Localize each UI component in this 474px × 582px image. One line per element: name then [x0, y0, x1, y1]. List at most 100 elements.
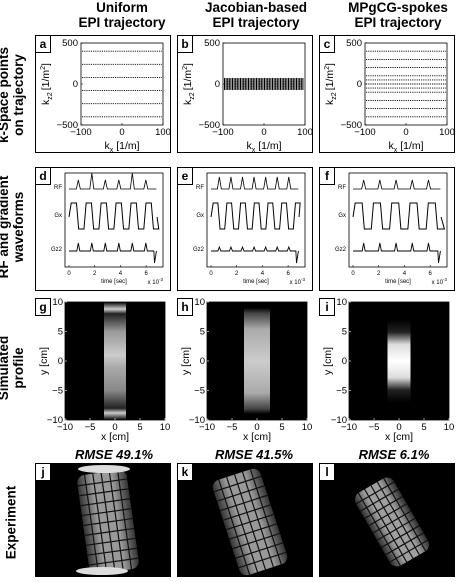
panel-letter: i	[319, 298, 335, 316]
row-label-kspace: k-Space points on trajectory	[0, 40, 26, 150]
row-label-simulated: Simulated profile	[0, 313, 26, 423]
x-axis-exponent: x 10-3	[432, 277, 448, 286]
experiment-panel-j: j	[35, 463, 171, 577]
column-title-jacobian: Jacobian-based EPI trajectory	[182, 0, 330, 30]
tick-label: 5	[279, 422, 284, 433]
grid-line	[219, 494, 268, 512]
y-axis-label: kz2[1/m2]	[324, 63, 338, 105]
x-axis-label: time [sec]	[101, 279, 127, 285]
panel-plot: RF Gx Gz2 0 2 4 6 time [sec] x 10-3	[319, 167, 455, 291]
panel-plot: RF Gx Gz2 0 2 4 6 time [sec] x 10-3	[177, 167, 313, 291]
grid-line	[372, 510, 412, 534]
tick-label: 0	[200, 356, 205, 367]
tick-label: 5	[58, 327, 63, 338]
x-axis-label: x [cm]	[385, 431, 413, 443]
tick-label: −5	[52, 386, 63, 397]
gz2-waveform	[211, 245, 299, 264]
y-axis-label-part: ]	[182, 63, 194, 66]
exponent-base: x 10	[432, 280, 444, 286]
tick-label: 0	[119, 127, 124, 138]
panel-plot	[319, 463, 455, 577]
waveform-panel-f: f RF Gx Gz2 0 2 4 6 time [sec] x 10-3	[319, 167, 455, 291]
gx-waveform	[68, 202, 160, 230]
x-axis-label: kx [1/m]	[388, 140, 423, 154]
tick-label: −5	[85, 422, 96, 433]
tick-label: 500	[204, 38, 220, 49]
kspace-panel-c: c 500 0 −500 −100 0 100 kz2[1/m2] kx [1/m]	[319, 35, 455, 154]
rf-waveform	[353, 179, 441, 190]
panel-letter: d	[35, 167, 51, 185]
y-axis-label: kz2[1/m2]	[182, 63, 196, 105]
y-axis-label-part: k	[40, 99, 52, 105]
tick-label: 4	[119, 271, 123, 277]
simulated-profile	[104, 302, 126, 420]
alias-artifact	[78, 465, 130, 473]
tick-label: 100	[155, 127, 171, 138]
channel-label: Gx	[338, 213, 346, 219]
panel-letter: j	[35, 463, 51, 481]
rmse-uniform: RMSE 49.1%	[74, 447, 154, 462]
y-axis-label-part: k	[182, 99, 194, 105]
x-axis-label-part: k	[246, 140, 252, 152]
x-axis-label: time [sec]	[385, 279, 411, 285]
grid-line	[213, 475, 262, 493]
column-title-line1: Uniform	[96, 0, 148, 15]
panel-plot	[177, 463, 313, 577]
gz2-waveform	[69, 242, 157, 264]
panel-letter: h	[177, 298, 193, 316]
x-axis-label: kx [1/m]	[246, 140, 281, 154]
tick-label: 0	[357, 79, 362, 90]
y-axis-label-part: [1/m	[40, 70, 52, 91]
grid-line	[216, 485, 265, 502]
row-label-line2: on trajectory	[11, 54, 26, 136]
tick-label: 0	[403, 127, 408, 138]
row-label-waveforms: RF and gradient waveforms	[0, 172, 26, 282]
tick-label: 4	[261, 271, 265, 277]
gx-waveform	[352, 202, 446, 230]
grid-line	[222, 504, 271, 521]
kspace-panel-b: b 500 0 −500 −100 0 100 kz2[1/m2] kx [1/m]	[177, 35, 313, 154]
tick-label: 0	[67, 271, 71, 277]
y-axis-label: y [cm]	[322, 347, 334, 375]
rf-waveform	[211, 176, 299, 190]
tick-label: 10	[160, 422, 171, 433]
y-axis-label-part: 2	[182, 66, 189, 70]
waveform-panel-e: e RF Gx Gz2 0 2 4 6 time [sec] x 10-3	[177, 167, 313, 291]
channel-label: Gz2	[335, 247, 347, 253]
x-axis-label: x [cm]	[243, 431, 271, 443]
tick-label: 2	[235, 271, 239, 277]
y-axis-label-part: ]	[324, 63, 336, 66]
grid-line	[381, 525, 420, 549]
simulated-profile	[387, 319, 411, 403]
tick-label: 10	[444, 422, 455, 433]
grid-line	[80, 498, 131, 507]
x-axis-label-part: x	[394, 147, 398, 154]
rf-waveform	[69, 172, 157, 190]
profile-panel-i: i 10 5 0 −5 −10 −10 −5 0 5 10 y [cm] x [cm]	[319, 297, 455, 443]
column-title-line2: EPI trajectory	[212, 15, 300, 30]
simulated-profile	[244, 307, 270, 415]
tick-label: 0	[254, 422, 259, 433]
panel-frame	[177, 35, 313, 153]
tick-label: 6	[144, 271, 148, 277]
row-label-line1: RF and gradient	[0, 175, 11, 279]
x-axis-label: kx [1/m]	[104, 140, 139, 154]
tick-label: 0	[396, 422, 401, 433]
panel-letter: a	[35, 35, 51, 53]
tick-label: 10	[194, 297, 205, 308]
channel-label: Gz2	[51, 247, 63, 253]
column-title-uniform: Uniform EPI trajectory	[48, 0, 196, 30]
tick-label: −100	[354, 127, 375, 138]
alias-artifact	[76, 567, 128, 575]
x-axis-exponent: x 10-3	[148, 277, 164, 286]
tick-label: 500	[62, 38, 78, 49]
tick-label: 100	[439, 127, 455, 138]
tick-label: −5	[227, 422, 238, 433]
row-label-line2: profile	[11, 347, 26, 389]
tick-label: 0	[58, 356, 63, 367]
grid-line	[232, 532, 281, 550]
tick-label: 5	[421, 422, 426, 433]
exponent-base: x 10	[148, 280, 160, 286]
